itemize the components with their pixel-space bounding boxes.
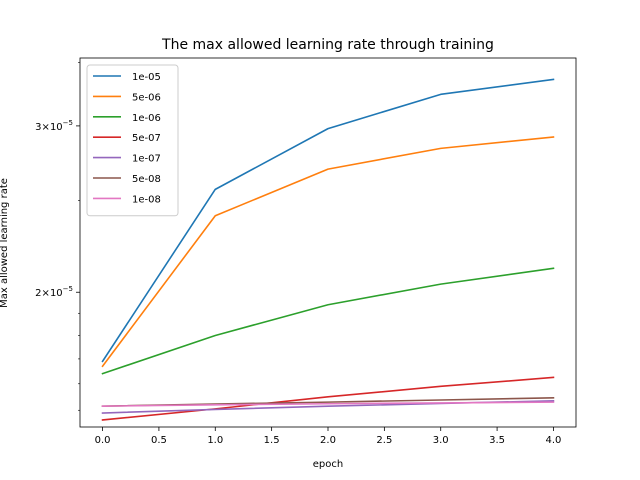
legend-label: 1e-05 (132, 72, 161, 83)
chart-title: The max allowed learning rate through tr… (161, 37, 494, 53)
legend-label: 1e-07 (132, 154, 161, 165)
legend-label: 1e-06 (132, 113, 161, 124)
x-tick-label: 2.5 (376, 435, 392, 446)
x-tick-label: 4.0 (546, 435, 562, 446)
series-line-5e-07 (101, 376, 555, 421)
x-tick-label: 1.5 (264, 435, 280, 446)
y-tick-label: 3×10−5 (35, 119, 73, 133)
y-axis-ticks: 2×10−5 3×10−5 (35, 62, 80, 411)
legend-label: 5e-06 (132, 92, 161, 103)
legend-label: 5e-07 (132, 133, 161, 144)
x-tick-label: 0.5 (151, 435, 167, 446)
series-line-1e-05 (101, 78, 555, 363)
y-axis-label: Max allowed learning rate (0, 178, 10, 308)
series-line-1e-08 (101, 401, 555, 407)
x-tick-label: 0.0 (95, 435, 111, 446)
x-axis-ticks: 0.0 0.5 1.0 1.5 2.0 2.5 3.0 3.5 4.0 (95, 427, 562, 446)
legend: 1e-05 5e-06 1e-06 5e-07 1e-07 5e-08 1e-08 (86, 64, 179, 217)
y-tick-label: 2×10−5 (35, 285, 73, 299)
x-tick-label: 3.5 (489, 435, 505, 446)
x-axis-label: epoch (313, 459, 343, 470)
legend-label: 5e-08 (132, 174, 161, 185)
series-line-1e-06 (101, 267, 555, 375)
legend-label: 1e-08 (132, 194, 161, 205)
x-tick-label: 3.0 (433, 435, 449, 446)
series-line-5e-06 (101, 136, 555, 368)
x-tick-label: 2.0 (320, 435, 336, 446)
x-tick-label: 1.0 (207, 435, 223, 446)
plot-area (101, 78, 555, 421)
